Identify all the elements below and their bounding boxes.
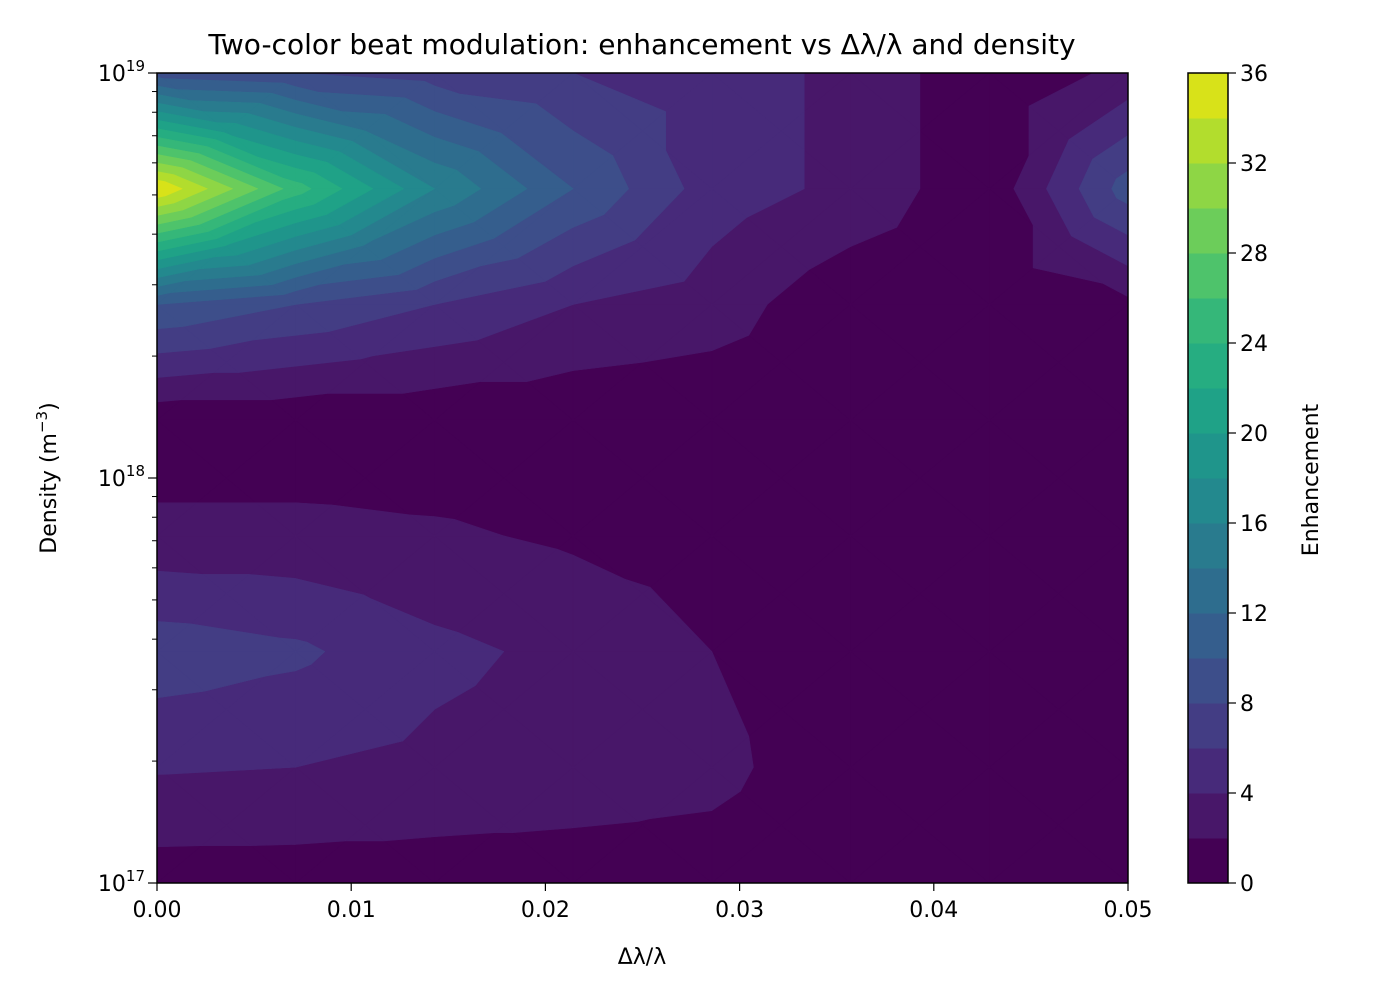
colorbar-swatch (1188, 613, 1228, 659)
colorbar-swatch (1188, 433, 1228, 479)
colorbar-swatch (1188, 658, 1228, 704)
colorbar-swatch (1188, 478, 1228, 524)
colorbar-swatch (1188, 163, 1228, 209)
colorbar-axis: 0 4 8 12 16 20 24 28 32 36 (1228, 62, 1268, 897)
y-tick-label: 1018 (98, 462, 145, 492)
colorbar-swatch (1188, 208, 1228, 254)
colorbar-swatch (1188, 118, 1228, 164)
colorbar-tick-label: 8 (1240, 692, 1254, 717)
colorbar-frame (1187, 72, 1229, 884)
x-axis: 0.00 0.01 0.02 0.03 0.04 0.05 (133, 883, 1153, 923)
y-axis: 1017 1018 1019 (98, 57, 157, 897)
colorbar-swatch (1188, 793, 1228, 839)
x-axis-label: Δλ/λ (618, 945, 667, 970)
colorbar-swatch (1188, 838, 1228, 884)
y-axis-label: Density (m−3) (33, 402, 62, 553)
x-tick-label: 0.02 (521, 898, 570, 923)
y-tick-label: 1019 (98, 57, 145, 87)
colorbar-tick-label: 4 (1240, 782, 1254, 807)
colorbar-label: Enhancement (1299, 403, 1324, 556)
colorbar-swatch (1188, 343, 1228, 389)
colorbar-swatch (1188, 568, 1228, 614)
colorbar-swatch (1188, 253, 1228, 299)
colorbar-tick-label: 36 (1240, 62, 1268, 87)
colorbar-tick-label: 0 (1240, 872, 1254, 897)
colorbar-tick-label: 20 (1240, 422, 1268, 447)
x-tick-label: 0.04 (909, 898, 958, 923)
colorbar-swatch (1188, 703, 1228, 749)
contour-plot-area (157, 73, 1128, 883)
contour-band (157, 73, 1128, 848)
colorbar-tick-label: 16 (1240, 512, 1268, 537)
x-tick-label: 0.05 (1104, 898, 1153, 923)
x-tick-label: 0.03 (715, 898, 764, 923)
colorbar-swatch (1188, 523, 1228, 569)
colorbar-swatch (1188, 298, 1228, 344)
x-tick-label: 0.01 (327, 898, 376, 923)
colorbar (1188, 73, 1228, 884)
chart-title: Two-color beat modulation: enhancement v… (207, 28, 1075, 61)
contour-band (157, 73, 1128, 330)
colorbar-swatch (1188, 388, 1228, 434)
colorbar-tick-label: 12 (1240, 602, 1268, 627)
colorbar-tick-label: 28 (1240, 242, 1268, 267)
y-tick-label: 1017 (98, 867, 145, 897)
colorbar-swatch (1188, 73, 1228, 119)
colorbar-tick-label: 32 (1240, 152, 1268, 177)
contour-band (157, 179, 183, 198)
x-tick-label: 0.00 (133, 898, 182, 923)
colorbar-swatch (1188, 748, 1228, 794)
colorbar-tick-label: 24 (1240, 332, 1268, 357)
